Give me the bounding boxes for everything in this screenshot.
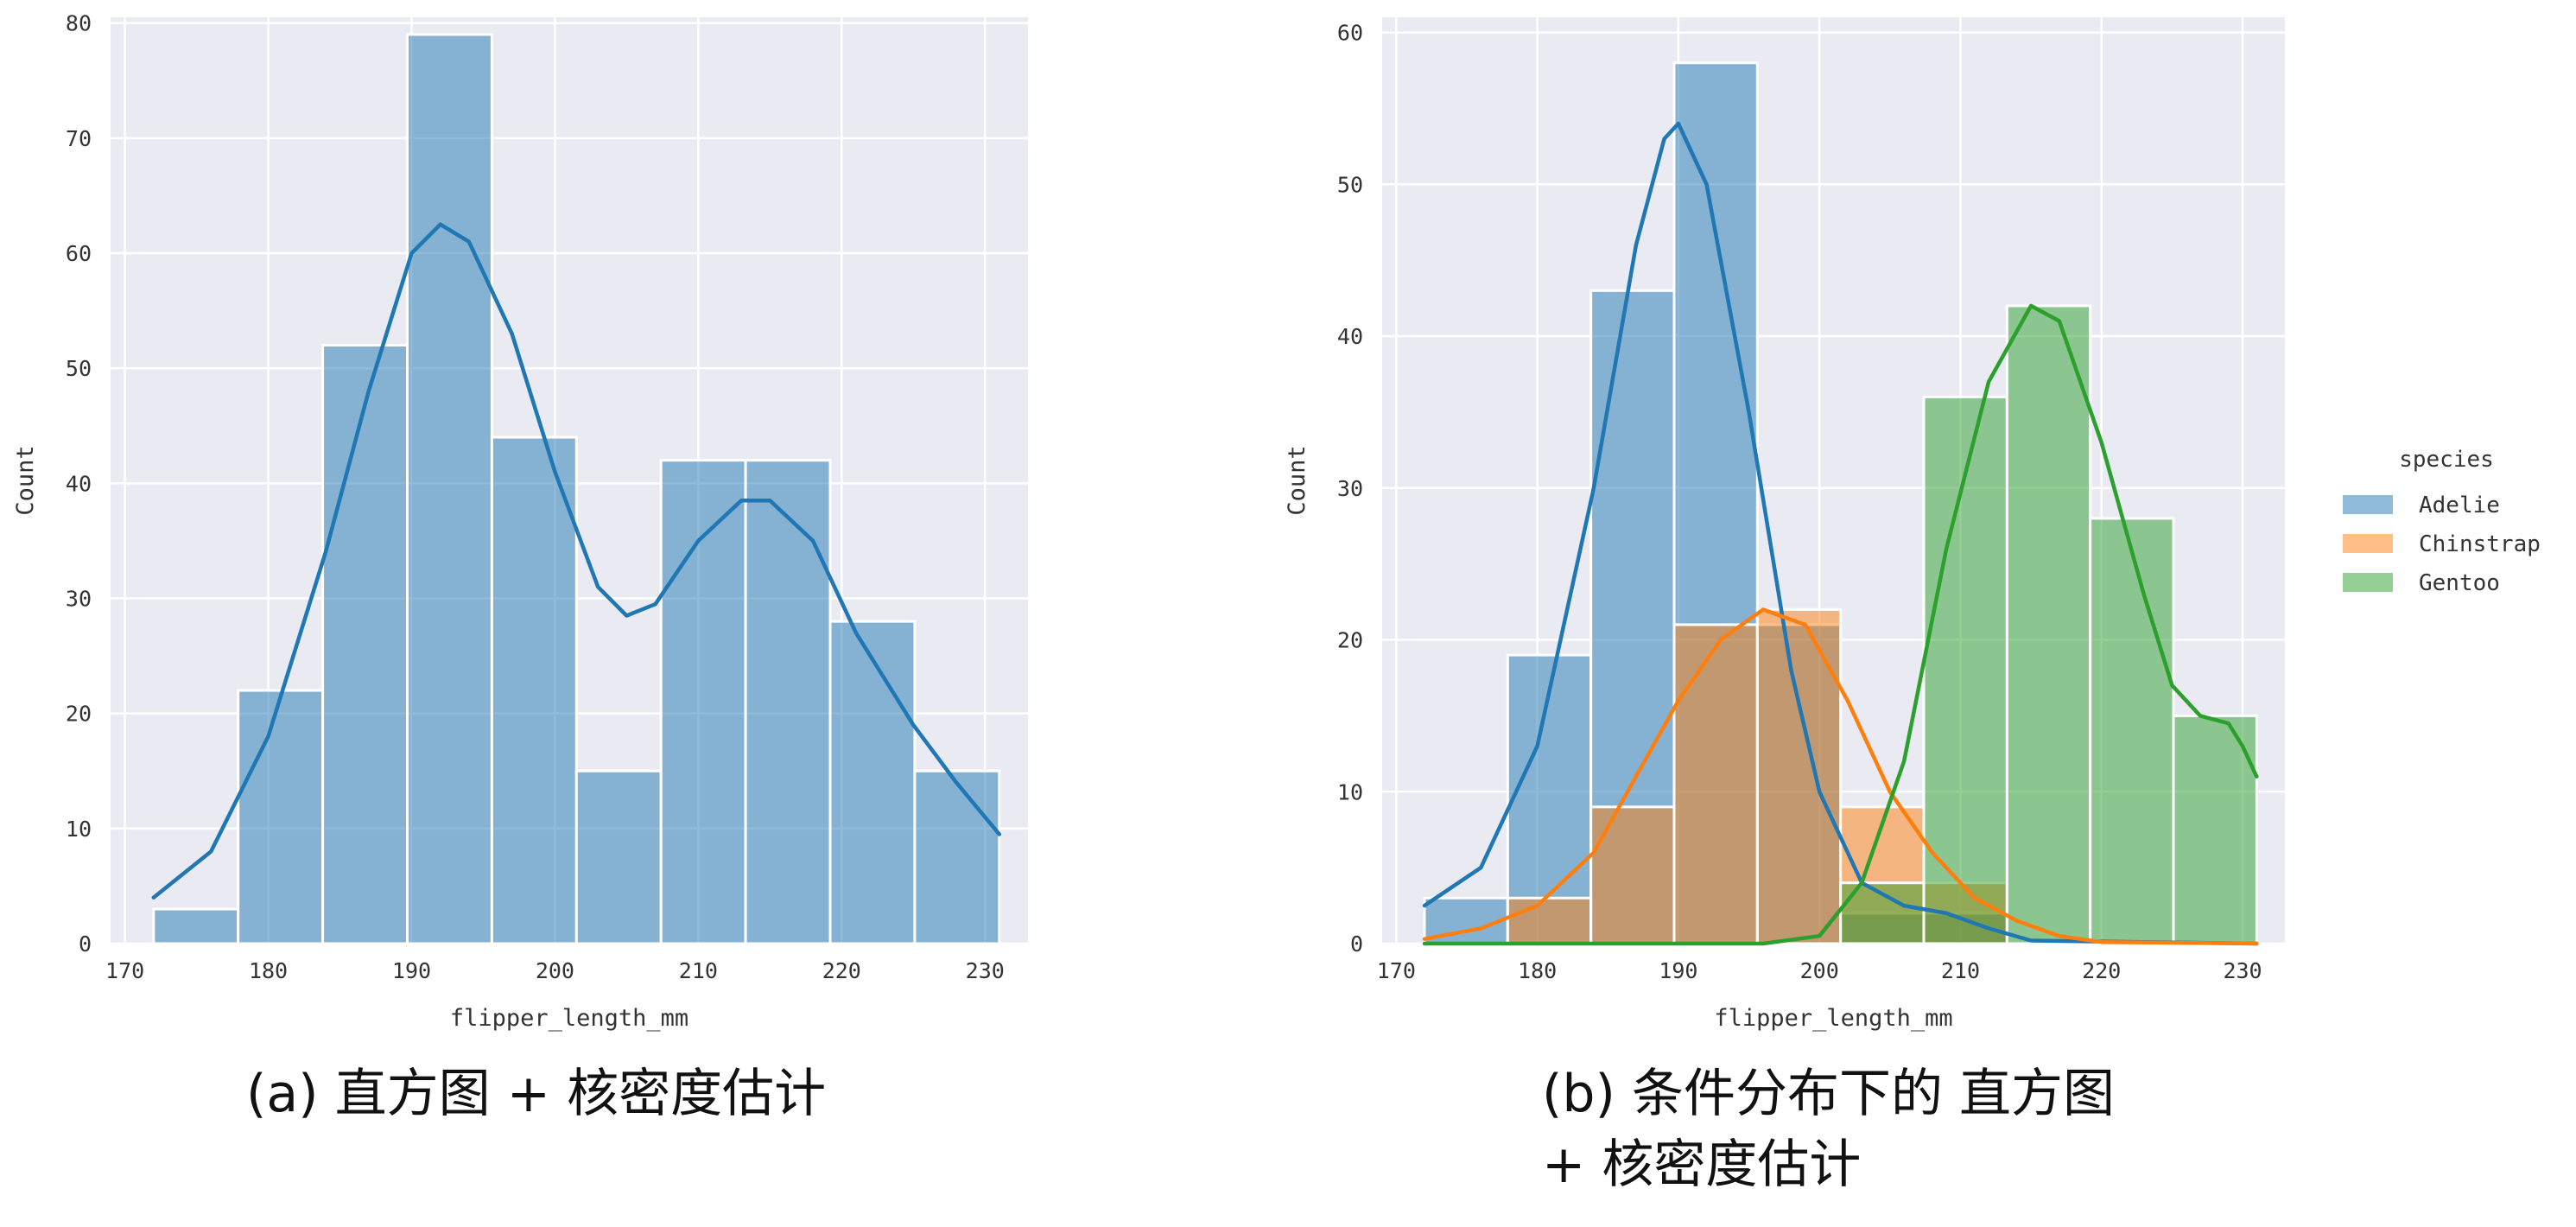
histogram-kde-chart-a: 170 180 190 200 210 220 230 0 10 20 30 40 50 60 70 80 fl… [12,11,1028,1032]
x-tick-label: 220 [822,958,861,983]
histogram-bar [237,689,325,945]
y-tick-label: 0 [1350,931,1363,957]
x-tick-label: 170 [1377,958,1416,983]
x-tick-label: 200 [1800,958,1839,983]
x-tick-label: 210 [1941,958,1980,983]
x-tick-label: 200 [536,958,574,983]
y-tick-label: 40 [66,471,92,496]
histogram-kde-chart-b: 170 180 190 200 210 220 230 0 10 20 30 40 50 60 flippe… [1284,17,2285,1032]
histogram-bar [152,907,240,945]
legend-label: Chinstrap [2419,531,2541,557]
histogram-bar [405,33,493,945]
histogram-bar [659,459,747,945]
legend-swatch [2343,573,2393,592]
legend-swatch [2343,534,2393,553]
y-tick-label: 10 [1337,779,1363,804]
y-tick-label: 0 [79,931,92,957]
histogram-bar [2005,304,2092,945]
x-tick-label: 220 [2082,958,2121,983]
caption-a: (a) 直方图 + 核密度估计 [246,1064,826,1124]
legend-species: species Adelie Chinstrap Gentoo [2343,447,2541,596]
histogram-bar [321,344,409,945]
histogram-bar [1589,805,1676,945]
y-tick-label: 30 [1337,476,1363,501]
histogram-bar [913,769,1001,945]
x-tick-label: 210 [679,958,718,983]
histogram-bar [574,769,663,945]
legend-title: species [2399,447,2494,473]
kde-line [151,222,1002,900]
histogram-bar [1672,623,1759,945]
y-tick-label: 50 [66,356,92,381]
histogram-bar [2089,517,2175,945]
y-tick-label: 50 [1337,172,1363,197]
histogram-bar [1755,607,1843,945]
kde-line [1422,303,2259,946]
y-tick-label: 80 [66,11,92,36]
histogram-bar [1506,896,1593,945]
y-tick-label: 70 [66,126,92,151]
caption-b-line2: + 核密度估计 [1542,1135,1861,1195]
y-tick-label: 20 [66,702,92,727]
y-tick-label: 60 [1337,21,1363,46]
caption-b-line1: (b) 条件分布下的 直方图 [1542,1064,2115,1124]
kde-line [1422,121,2259,946]
x-tick-label: 170 [105,958,144,983]
histogram-bar [744,459,832,945]
y-tick-label: 10 [66,817,92,842]
y-tick-label: 20 [1337,628,1363,653]
x-tick-label: 180 [249,958,288,983]
x-axis-label: flipper_length_mm [450,1005,688,1032]
x-axis-label: flipper_length_mm [1714,1005,1952,1032]
histogram-bar [2172,714,2258,945]
x-tick-label: 230 [966,958,1005,983]
x-tick-label: 230 [2223,958,2262,983]
x-tick-label: 190 [1659,958,1697,983]
kde-line [1422,607,2259,946]
y-tick-label: 40 [1337,324,1363,349]
histogram-bar [828,620,917,945]
histogram-bar [490,435,578,945]
y-tick-label: 30 [66,586,92,611]
y-tick-label: 60 [66,241,92,266]
legend-swatch [2343,495,2393,514]
x-tick-label: 180 [1518,958,1557,983]
y-axis-label: Count [1284,445,1310,515]
legend-label: Gentoo [2419,570,2500,596]
y-axis-label: Count [12,445,39,515]
legend-label: Adelie [2419,493,2500,518]
x-tick-label: 190 [392,958,431,983]
